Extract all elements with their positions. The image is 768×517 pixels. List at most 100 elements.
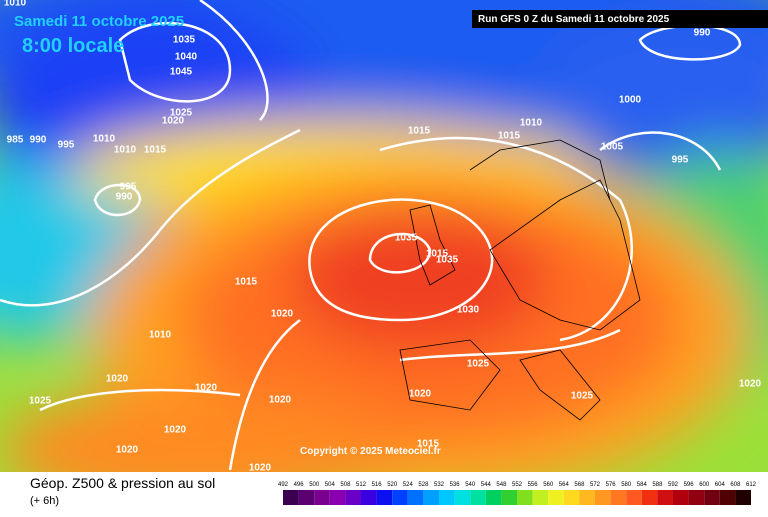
colorbar-label: 504 <box>325 482 336 488</box>
colorbar-cell <box>329 490 346 505</box>
colorbar-cell <box>626 490 642 505</box>
colorbar-cell <box>548 490 564 505</box>
colorbar-cell <box>517 490 533 505</box>
colorbar-cell <box>610 490 627 505</box>
isobar-label: 1010 <box>114 145 137 156</box>
colorbar-cell <box>735 490 751 505</box>
colorbar-cell <box>298 490 315 505</box>
colorbar: 492 496 500 504 508 512 516 520 524 528 532 536 540 5… <box>278 482 757 505</box>
isobar-label: 995 <box>58 140 75 151</box>
colorbar-cell <box>485 490 502 505</box>
colorbar-cell <box>470 490 486 505</box>
colorbar-label: 568 <box>574 482 585 488</box>
colorbar-cell <box>407 490 424 505</box>
time-text: 8:00 locale <box>22 35 124 57</box>
isobar-label: 1010 <box>93 134 116 145</box>
isobar-label: 1020 <box>271 309 294 320</box>
colorbar-label: 524 <box>403 482 414 488</box>
colorbar-cell <box>719 490 736 505</box>
colorbar-label: 552 <box>512 482 523 488</box>
isobar-label: 1010 <box>149 330 172 341</box>
isobar-label: 995 <box>120 182 137 193</box>
isobar-label: 1030 <box>457 305 480 316</box>
colorbar-cell <box>454 490 471 505</box>
isobar-label: 1015 <box>144 145 167 156</box>
colorbar-label: 604 <box>715 482 726 488</box>
isobar-label: 1020 <box>164 425 187 436</box>
colorbar-cell <box>579 490 595 505</box>
colorbar-cell <box>376 490 393 505</box>
colorbar-label: 560 <box>543 482 554 488</box>
isobar-label: 1020 <box>116 445 139 456</box>
isobar-label: 990 <box>30 135 47 146</box>
colorbar-label: 556 <box>528 482 539 488</box>
isobar-label: 1025 <box>571 391 594 402</box>
colorbar-cell <box>532 490 549 505</box>
colorbar-cell <box>673 490 689 505</box>
isobar-label: 1010 <box>4 0 27 9</box>
colorbar-label: 612 <box>746 482 757 488</box>
isobar-label: 1040 <box>175 52 198 63</box>
copyright: Copyright © 2025 Meteociel.fr <box>300 446 441 457</box>
colorbar-cell <box>392 490 408 505</box>
isobar-label: 1020 <box>195 383 218 394</box>
colorbar-label: 520 <box>387 482 398 488</box>
isobar-label: 1020 <box>269 395 292 406</box>
colorbar-cell <box>688 490 705 505</box>
isobar-label: 990 <box>116 192 133 203</box>
colorbar-cell <box>501 490 517 505</box>
colorbar-label: 528 <box>418 482 429 488</box>
colorbar-label: 596 <box>684 482 695 488</box>
colorbar-label: 588 <box>652 482 663 488</box>
isobar-label: 1020 <box>409 389 432 400</box>
colorbar-label: 544 <box>481 482 492 488</box>
date-text: Samedi 11 octobre 2025 <box>14 13 184 30</box>
isobar-label: 1035 <box>436 255 459 266</box>
isobar-label: 1015 <box>498 131 521 142</box>
colorbar-label: 512 <box>356 482 367 488</box>
isobar-label: 1015 <box>408 126 431 137</box>
footer-title: Géop. Z500 & pression au sol <box>30 475 215 491</box>
colorbar-cell <box>283 490 299 505</box>
isobar-label: 1015 <box>235 277 258 288</box>
colorbar-label: 548 <box>496 482 507 488</box>
colorbar-cell <box>704 490 720 505</box>
colorbar-cell <box>314 490 330 505</box>
isobar-label: 1015 <box>417 439 440 450</box>
isobar-label: 1025 <box>467 359 490 370</box>
colorbar-label: 600 <box>699 482 710 488</box>
colorbar-cell <box>361 490 377 505</box>
run-text: Run GFS 0 Z du Samedi 11 octobre 2025 <box>478 14 670 25</box>
isobar-label: 1020 <box>106 374 129 385</box>
colorbar-label: 572 <box>590 482 601 488</box>
colorbar-label: 500 <box>309 482 320 488</box>
isobar-label: 1025 <box>29 396 52 407</box>
isobar-label: 995 <box>672 155 689 166</box>
isobar-label: 1020 <box>249 463 272 474</box>
colorbar-label: 496 <box>294 482 305 488</box>
colorbar-cell <box>641 490 658 505</box>
colorbar-cell <box>595 490 611 505</box>
isobar-label: 1015 <box>426 249 449 260</box>
isobar-label: 1000 <box>619 95 642 106</box>
isobar-label: 1020 <box>162 116 185 127</box>
isobar-label: 990 <box>694 28 711 39</box>
colorbar-label: 564 <box>559 482 570 488</box>
footer-lead: (+ 6h) <box>30 495 59 507</box>
colorbar-label: 536 <box>450 482 461 488</box>
colorbar-label: 508 <box>340 482 351 488</box>
colorbar-cell <box>439 490 455 505</box>
isobar-label: 1010 <box>520 118 543 129</box>
colorbar-label: 576 <box>606 482 617 488</box>
run-banner <box>472 10 768 28</box>
colorbar-label: 608 <box>730 482 741 488</box>
isobar-label: 1035 <box>173 35 196 46</box>
colorbar-label: 540 <box>465 482 476 488</box>
isobar-label: 1035 <box>395 233 418 244</box>
isobar-label: 1025 <box>170 108 193 119</box>
colorbar-label: 516 <box>372 482 383 488</box>
colorbar-cell <box>423 490 439 505</box>
